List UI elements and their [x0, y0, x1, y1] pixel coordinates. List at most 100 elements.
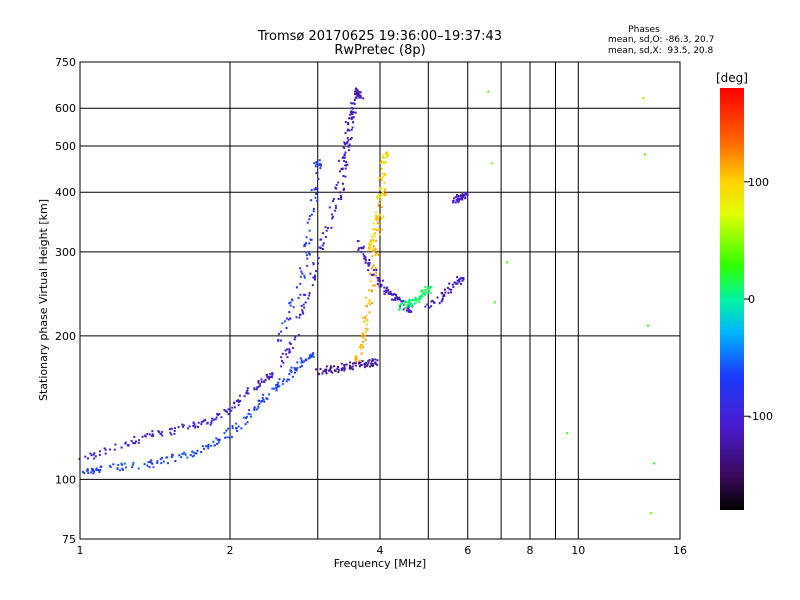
data-point: [378, 279, 381, 282]
data-point: [270, 376, 273, 379]
data-point: [421, 295, 424, 298]
data-point: [181, 423, 184, 426]
data-point: [340, 198, 343, 201]
data-point: [186, 427, 189, 430]
data-point: [354, 364, 357, 367]
data-point: [245, 416, 248, 419]
data-point: [456, 276, 459, 279]
data-point: [390, 298, 393, 301]
data-point: [374, 361, 377, 364]
data-point: [393, 292, 396, 295]
data-point: [268, 376, 271, 379]
data-point: [377, 279, 380, 282]
data-point: [308, 294, 311, 297]
data-point: [288, 341, 291, 344]
data-point: [309, 272, 312, 275]
data-point: [442, 295, 445, 298]
data-point: [384, 174, 387, 177]
data-point: [315, 160, 318, 163]
data-point: [358, 365, 361, 368]
data-point: [353, 102, 356, 105]
data-point: [364, 256, 367, 259]
data-point: [359, 94, 362, 97]
data-point: [370, 239, 373, 242]
data-point: [380, 168, 383, 171]
data-point: [308, 292, 311, 295]
series-points: [424, 276, 465, 309]
data-point: [234, 426, 237, 429]
data-point: [424, 289, 427, 292]
colorbar-tick-label: 0: [748, 293, 755, 306]
data-point: [343, 141, 346, 144]
data-point: [182, 425, 185, 428]
data-point: [321, 247, 324, 250]
data-point: [98, 471, 101, 474]
data-point: [337, 368, 340, 371]
data-point: [382, 215, 385, 218]
data-point: [281, 383, 284, 386]
data-point: [356, 94, 359, 97]
data-point: [383, 161, 386, 164]
data-point: [218, 439, 221, 442]
data-point: [315, 368, 318, 371]
data-point: [85, 469, 88, 472]
data-point: [301, 311, 304, 314]
data-point: [440, 292, 443, 295]
data-point: [373, 284, 376, 287]
data-point: [318, 373, 321, 376]
data-point: [363, 257, 366, 260]
data-point: [378, 285, 381, 288]
data-point: [378, 188, 381, 191]
data-point: [372, 247, 375, 250]
data-point: [288, 351, 291, 354]
data-point: [328, 206, 331, 209]
data-point: [344, 175, 347, 178]
data-point: [378, 196, 381, 199]
data-point: [370, 267, 373, 270]
data-point: [336, 367, 339, 370]
data-point: [457, 199, 460, 202]
data-point: [315, 172, 318, 175]
data-point: [351, 121, 354, 124]
data-point: [305, 359, 308, 362]
data-point: [344, 142, 347, 145]
data-point: [643, 153, 646, 156]
data-point: [297, 334, 300, 337]
data-point: [310, 238, 313, 241]
data-point: [352, 116, 355, 119]
data-point: [160, 462, 163, 465]
data-point: [122, 468, 125, 471]
data-point: [347, 139, 350, 142]
data-point: [343, 367, 346, 370]
data-point: [257, 380, 260, 383]
data-point: [460, 195, 463, 198]
x-tick-label: 16: [673, 544, 687, 557]
data-point: [360, 352, 363, 355]
data-point: [458, 279, 461, 282]
chart-title: Tromsø 20170625 19:36:00–19:37:43: [257, 29, 502, 44]
data-point: [220, 416, 223, 419]
data-point: [368, 259, 371, 262]
data-point: [87, 472, 90, 475]
data-point: [337, 197, 340, 200]
data-point: [194, 426, 197, 429]
data-point: [304, 293, 307, 296]
data-point: [367, 246, 370, 249]
data-point: [321, 372, 324, 375]
data-point: [235, 400, 238, 403]
data-point: [278, 385, 281, 388]
data-point: [307, 357, 310, 360]
data-point: [328, 369, 331, 372]
data-point: [320, 164, 323, 167]
data-point: [376, 221, 379, 224]
data-point: [314, 186, 317, 189]
data-point: [246, 387, 249, 390]
data-point: [209, 423, 212, 426]
data-point: [104, 452, 107, 455]
data-point: [350, 102, 353, 105]
data-point: [375, 239, 378, 242]
data-point: [350, 110, 353, 113]
colorbar-ticks: 100 0 -100: [744, 176, 773, 423]
data-point: [299, 293, 302, 296]
data-point: [86, 469, 89, 472]
